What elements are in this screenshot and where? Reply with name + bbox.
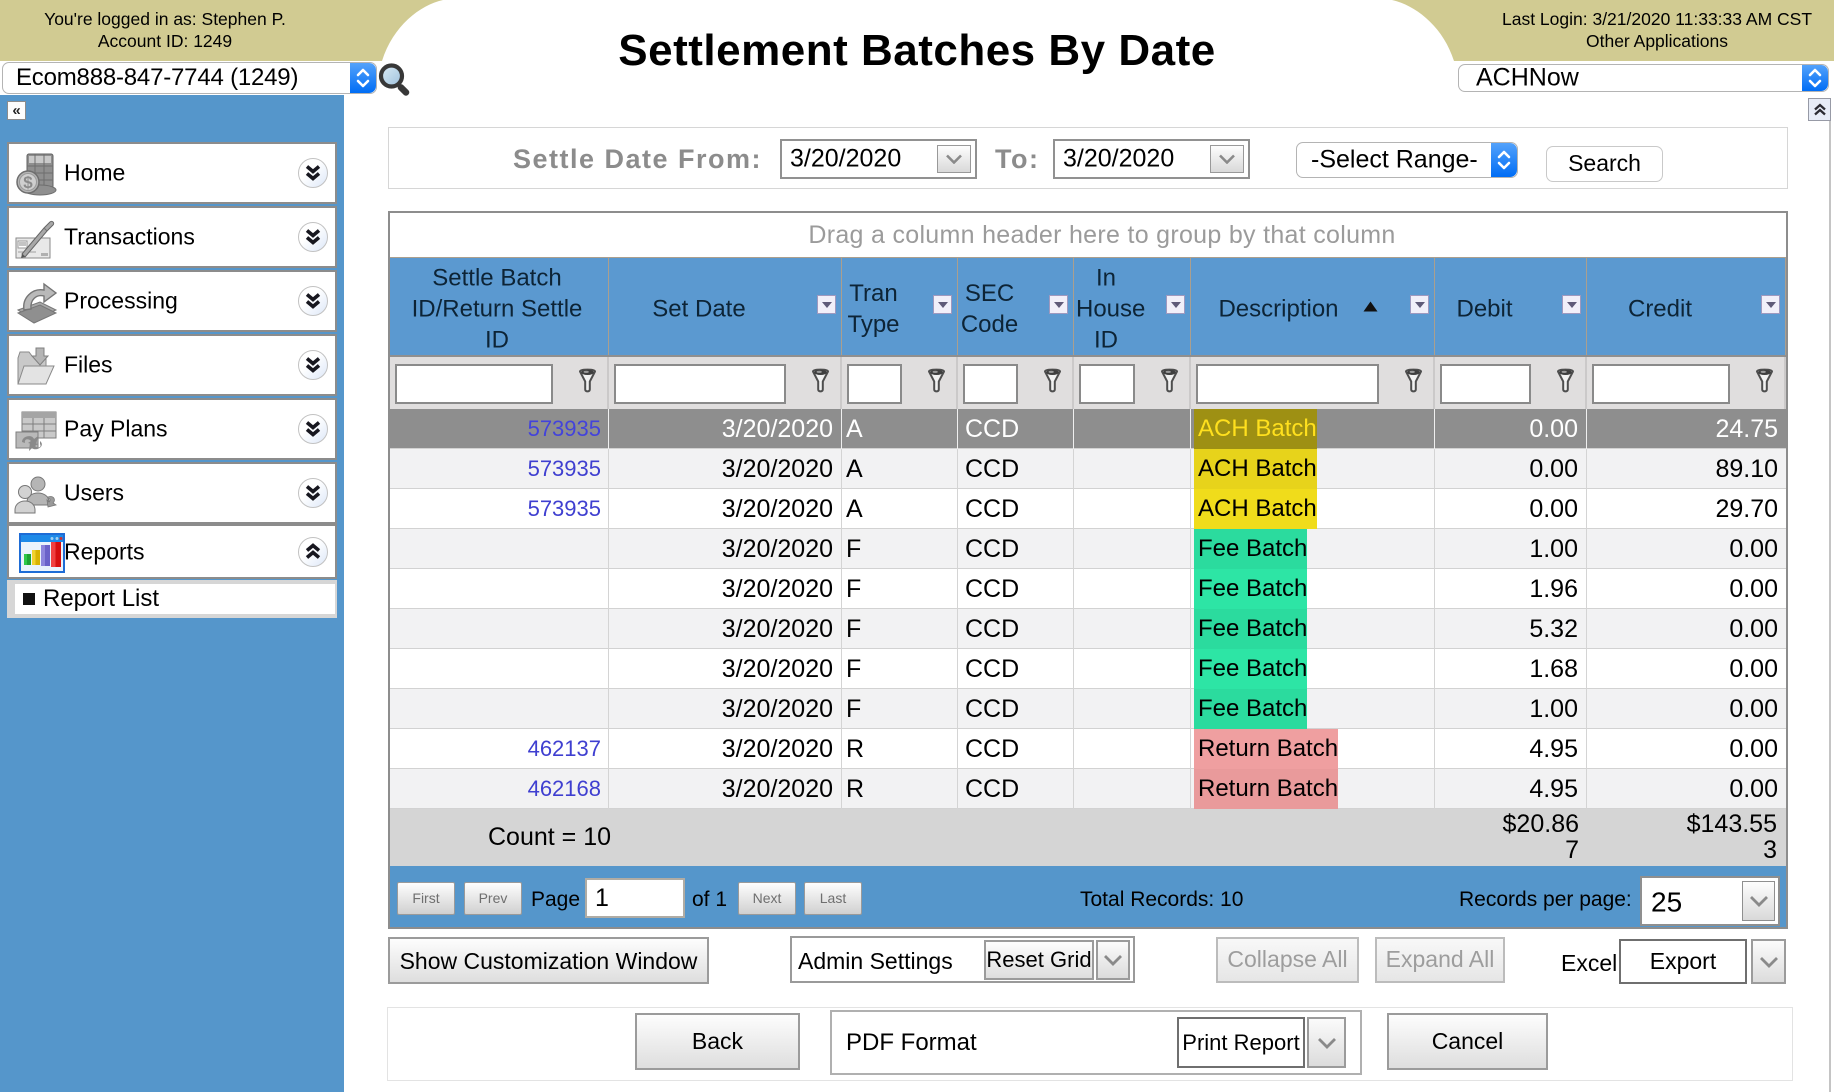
svg-text:$: $: [23, 173, 33, 192]
